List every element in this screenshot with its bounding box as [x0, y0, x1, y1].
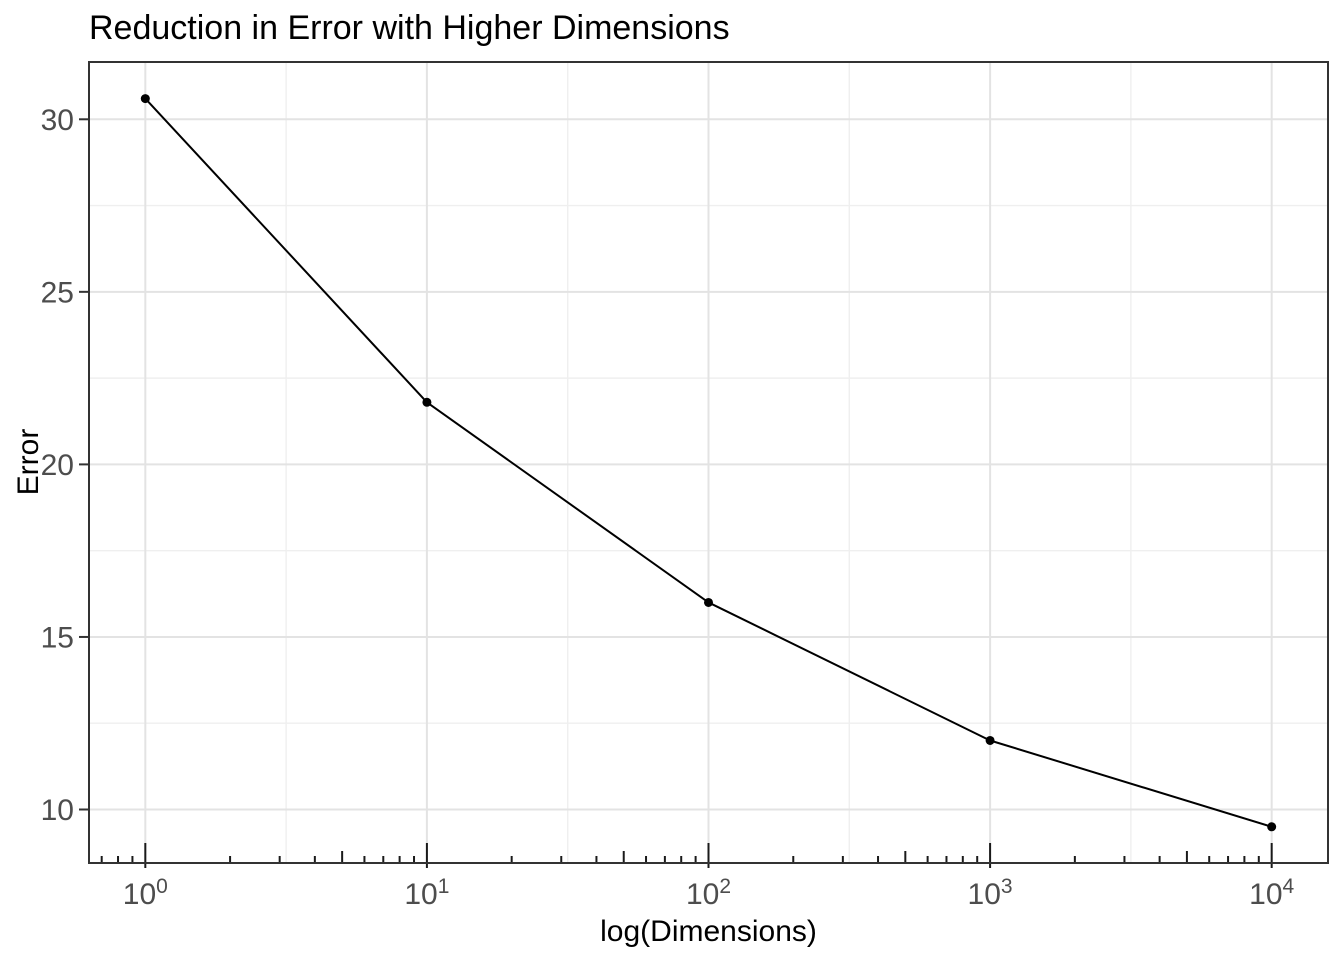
panel-border	[88, 61, 1329, 864]
data-point	[704, 597, 713, 607]
data-point	[985, 735, 995, 745]
y-tick-label: 15	[41, 621, 74, 654]
data-point	[1267, 822, 1277, 832]
y-tick-label: 30	[41, 104, 74, 137]
x-tick-label: 103	[968, 875, 1013, 911]
y-tick-label: 25	[41, 276, 74, 309]
y-tick-label: 10	[41, 794, 74, 827]
x-tick-label: 100	[123, 875, 168, 911]
data-point	[422, 397, 432, 407]
x-tick-label: 101	[404, 875, 449, 911]
chart-title: Reduction in Error with Higher Dimension…	[89, 9, 730, 47]
x-tick-label: 102	[686, 875, 731, 911]
x-axis-title: log(Dimensions)	[600, 915, 817, 948]
y-axis-title: Error	[12, 428, 45, 496]
x-tick-label: 104	[1249, 875, 1294, 911]
data-point	[140, 94, 150, 104]
y-tick-label: 20	[41, 449, 74, 482]
